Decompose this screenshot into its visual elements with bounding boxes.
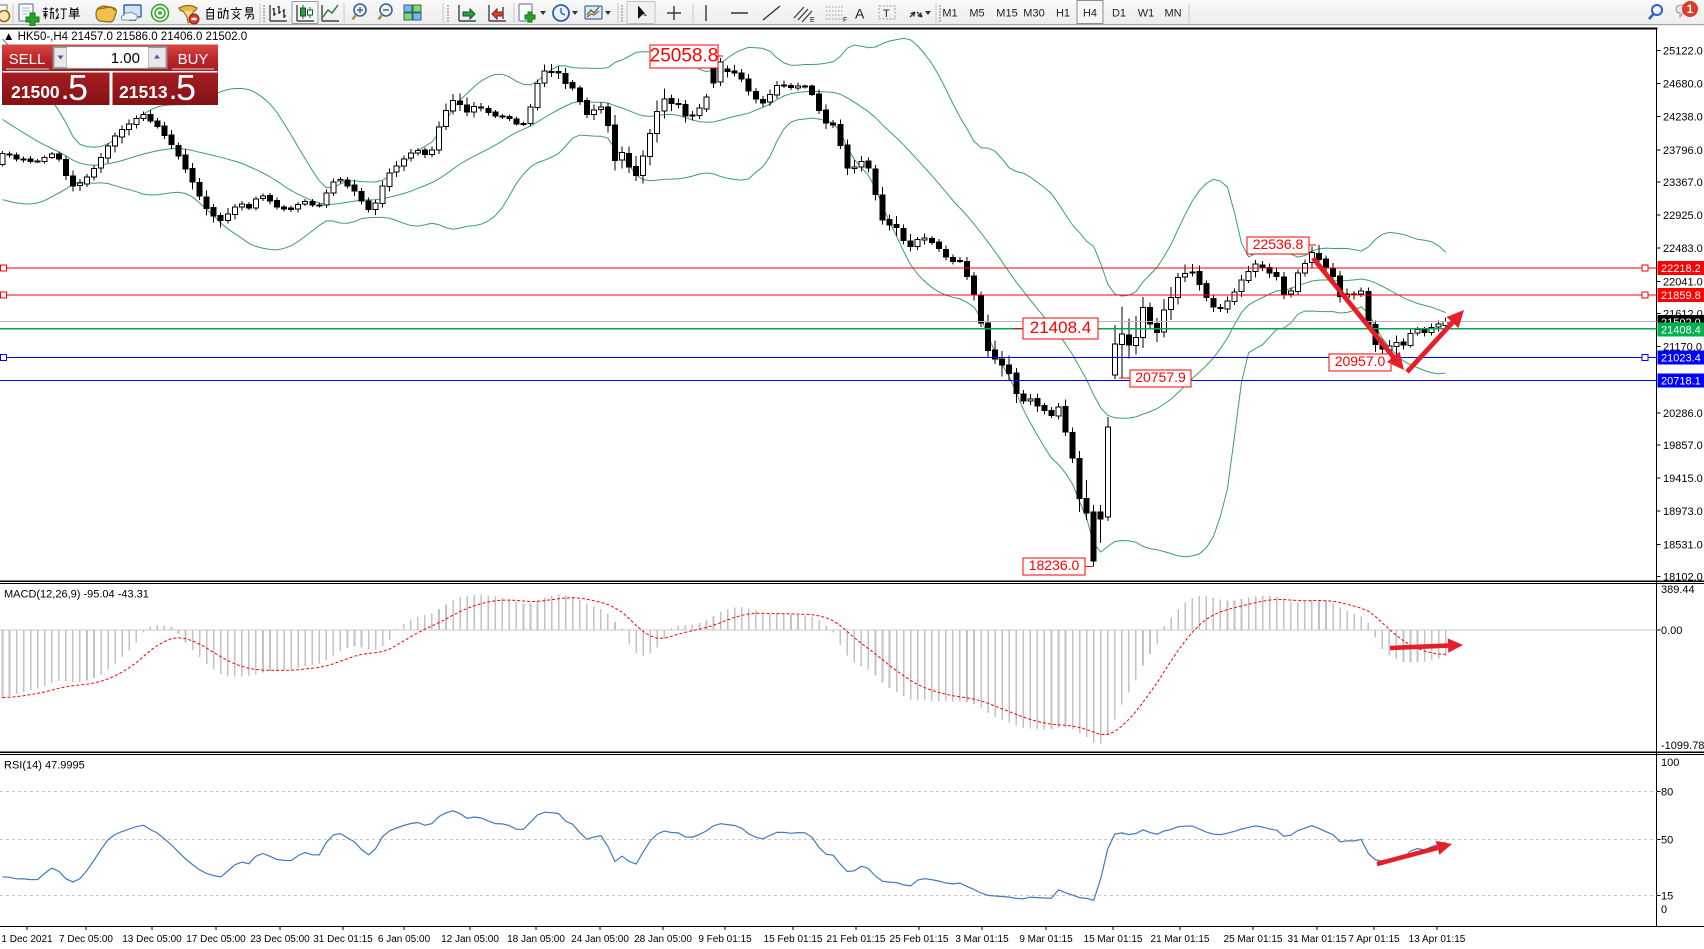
svg-text:M30: M30 <box>1023 8 1044 20</box>
svg-text:18102.0: 18102.0 <box>1663 572 1703 584</box>
svg-text:.: . <box>170 79 176 104</box>
svg-text:9 Mar 01:15: 9 Mar 01:15 <box>1019 934 1073 945</box>
svg-text:22041.0: 22041.0 <box>1663 276 1703 288</box>
svg-text:17 Dec 05:00: 17 Dec 05:00 <box>186 934 246 945</box>
svg-text:21 Feb 01:15: 21 Feb 01:15 <box>827 934 886 945</box>
svg-text:20757.9: 20757.9 <box>1135 369 1186 385</box>
svg-text:5: 5 <box>176 67 196 108</box>
svg-text:18973.0: 18973.0 <box>1663 506 1703 518</box>
svg-text:22925.0: 22925.0 <box>1663 210 1703 222</box>
svg-text:23 Dec 05:00: 23 Dec 05:00 <box>250 934 310 945</box>
svg-text:3 Mar 01:15: 3 Mar 01:15 <box>955 934 1009 945</box>
svg-text:1 Dec 2021: 1 Dec 2021 <box>1 934 53 945</box>
svg-text:31 Dec 01:15: 31 Dec 01:15 <box>313 934 373 945</box>
svg-text:W1: W1 <box>1138 8 1155 20</box>
svg-text:100: 100 <box>1661 757 1679 769</box>
svg-text:M5: M5 <box>969 8 984 20</box>
svg-text:25122.0: 25122.0 <box>1663 45 1703 57</box>
svg-text:M1: M1 <box>942 8 957 20</box>
svg-text:28 Jan 05:00: 28 Jan 05:00 <box>634 934 692 945</box>
svg-text:M15: M15 <box>996 8 1017 20</box>
svg-text:25058.8: 25058.8 <box>650 46 719 67</box>
svg-text:23367.0: 23367.0 <box>1663 177 1703 189</box>
svg-text:19857.0: 19857.0 <box>1663 440 1703 452</box>
svg-text:18236.0: 18236.0 <box>1029 557 1080 573</box>
svg-text:7 Apr 01:15: 7 Apr 01:15 <box>1348 934 1400 945</box>
svg-text:80: 80 <box>1661 786 1673 798</box>
svg-text:20286.0: 20286.0 <box>1663 408 1703 420</box>
svg-text:21500: 21500 <box>11 82 60 102</box>
svg-text:21408.4: 21408.4 <box>1030 318 1091 337</box>
svg-text:24 Jan 05:00: 24 Jan 05:00 <box>571 934 629 945</box>
svg-text:9 Feb 01:15: 9 Feb 01:15 <box>698 934 752 945</box>
svg-text:389.44: 389.44 <box>1661 584 1695 596</box>
svg-text:MACD(12,26,9) -95.04 -43.31: MACD(12,26,9) -95.04 -43.31 <box>4 589 149 601</box>
svg-text:1.00: 1.00 <box>111 50 140 67</box>
svg-text:H1: H1 <box>1056 8 1070 20</box>
svg-text:6 Jan 05:00: 6 Jan 05:00 <box>378 934 431 945</box>
svg-text:5: 5 <box>68 67 88 108</box>
svg-text:21023.4: 21023.4 <box>1661 353 1701 365</box>
svg-text:21513: 21513 <box>119 82 168 102</box>
svg-text:MN: MN <box>1164 8 1181 20</box>
svg-text:F: F <box>843 17 847 24</box>
svg-text:15: 15 <box>1661 890 1673 902</box>
svg-text:19415.0: 19415.0 <box>1663 473 1703 485</box>
svg-text:RSI(14) 47.9995: RSI(14) 47.9995 <box>4 760 85 772</box>
svg-text:20957.0: 20957.0 <box>1335 353 1386 369</box>
svg-text:12 Jan 05:00: 12 Jan 05:00 <box>441 934 499 945</box>
svg-text:24680.0: 24680.0 <box>1663 79 1703 91</box>
svg-text:20718.1: 20718.1 <box>1661 376 1701 388</box>
svg-text:.: . <box>62 79 68 104</box>
svg-text:31 Mar 01:15: 31 Mar 01:15 <box>1288 934 1347 945</box>
svg-text:13 Apr 01:15: 13 Apr 01:15 <box>1409 934 1466 945</box>
svg-text:21 Mar 01:15: 21 Mar 01:15 <box>1151 934 1210 945</box>
svg-text:BUY: BUY <box>178 51 209 68</box>
svg-text:D1: D1 <box>1112 8 1126 20</box>
svg-text:▲ HK50-,H4 21457.0 21586.0 21: ▲ HK50-,H4 21457.0 21586.0 21406.0 21502… <box>3 31 247 43</box>
svg-text:50: 50 <box>1661 834 1673 846</box>
svg-text:15 Mar 01:15: 15 Mar 01:15 <box>1084 934 1143 945</box>
svg-text:H4: H4 <box>1083 8 1097 20</box>
svg-text:18531.0: 18531.0 <box>1663 539 1703 551</box>
svg-text:21859.8: 21859.8 <box>1661 290 1701 302</box>
svg-text:13 Dec 05:00: 13 Dec 05:00 <box>122 934 182 945</box>
svg-text:A: A <box>855 6 865 22</box>
svg-text:24238.0: 24238.0 <box>1663 112 1703 124</box>
svg-text:25 Feb 01:15: 25 Feb 01:15 <box>890 934 949 945</box>
svg-text:T: T <box>883 8 890 20</box>
svg-text:E: E <box>810 17 815 24</box>
svg-text:7 Dec 05:00: 7 Dec 05:00 <box>59 934 113 945</box>
svg-text:22218.2: 22218.2 <box>1661 263 1701 275</box>
svg-text:15 Feb 01:15: 15 Feb 01:15 <box>764 934 823 945</box>
svg-text:25 Mar 01:15: 25 Mar 01:15 <box>1224 934 1283 945</box>
svg-text:SELL: SELL <box>9 51 46 68</box>
svg-text:23796.0: 23796.0 <box>1663 145 1703 157</box>
svg-text:1: 1 <box>1687 4 1694 16</box>
svg-text:0: 0 <box>1661 904 1667 916</box>
svg-text:-1099.78: -1099.78 <box>1661 740 1704 752</box>
svg-text:18 Jan 05:00: 18 Jan 05:00 <box>507 934 565 945</box>
svg-text:22483.0: 22483.0 <box>1663 243 1703 255</box>
svg-text:22536.8: 22536.8 <box>1253 236 1304 252</box>
svg-text:21408.4: 21408.4 <box>1661 325 1701 337</box>
svg-text:0.00: 0.00 <box>1661 625 1682 637</box>
